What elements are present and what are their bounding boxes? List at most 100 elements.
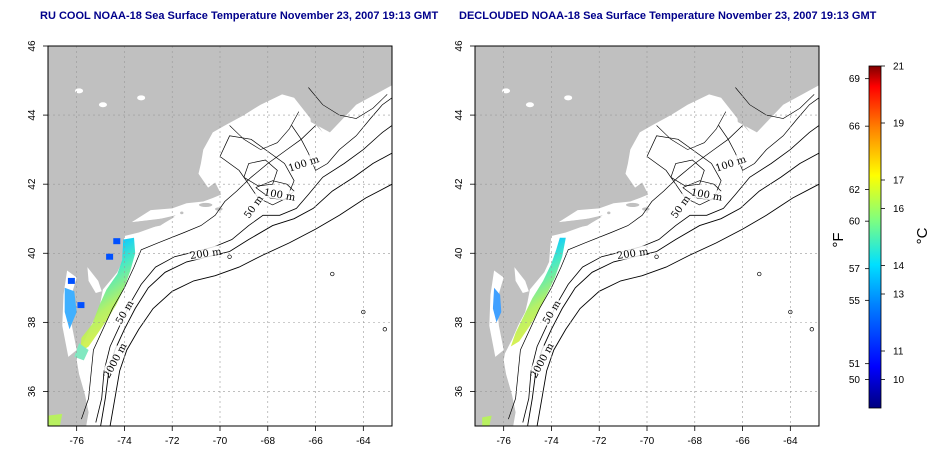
y-tick-label: 38 xyxy=(454,316,465,328)
contour-line xyxy=(508,125,743,420)
seamount-contour xyxy=(361,309,366,315)
celsius-tick-label: 13 xyxy=(893,290,905,301)
panel-title-declouded: DECLOUDED NOAA-18 Sea Surface Temperatur… xyxy=(459,10,877,22)
lat-lon-grid xyxy=(48,46,392,426)
sst-patch xyxy=(492,287,502,323)
fahrenheit-tick-label: 69 xyxy=(849,74,861,85)
x-tick-label: -72 xyxy=(592,436,607,447)
celsius-tick-label: 19 xyxy=(893,119,905,130)
lake xyxy=(525,102,534,108)
contour-line xyxy=(656,111,727,150)
sst-data-layer xyxy=(482,237,566,426)
lake xyxy=(564,95,573,101)
colorbar-gradient xyxy=(868,65,882,409)
fahrenheit-tick-label: 62 xyxy=(849,185,861,196)
lake xyxy=(98,102,107,108)
colorbar-ticks: 21 19 17 16 14 13 11 10 69 66 62 60 57 55 51 50 xyxy=(849,62,905,387)
sst-patch xyxy=(64,287,77,330)
fahrenheit-unit-label: °F xyxy=(830,232,847,247)
map-axes: -76 -74 -72 -70 -68 -66 -64 36 38 40 42 44 46 xyxy=(27,40,371,447)
contour-line xyxy=(229,111,300,150)
contour-label-bg xyxy=(265,186,295,202)
sst-patch xyxy=(74,343,89,361)
lake xyxy=(137,95,146,101)
y-tick-label: 46 xyxy=(454,40,465,52)
island xyxy=(625,202,640,207)
island xyxy=(180,211,184,215)
contour-label-bg xyxy=(103,345,126,376)
contour-line xyxy=(308,87,388,119)
contour-label-bg xyxy=(667,191,693,221)
celsius-unit-label: °C xyxy=(914,227,931,244)
x-tick-label: -66 xyxy=(308,436,323,447)
long-island xyxy=(125,215,176,233)
seamount-contour xyxy=(809,327,814,332)
seamount-contour xyxy=(227,254,232,259)
nova-scotia xyxy=(308,46,392,133)
delaware-bay xyxy=(514,267,529,293)
fahrenheit-tick-label: 50 xyxy=(849,375,861,386)
sst-cold-pixel xyxy=(77,302,85,309)
x-tick-label: -76 xyxy=(496,436,511,447)
y-tick-label: 44 xyxy=(454,109,465,121)
x-tick-label: -64 xyxy=(783,436,798,447)
x-tick-label: -70 xyxy=(640,436,655,447)
contour-label-bg xyxy=(617,245,648,261)
contour-line xyxy=(536,183,819,426)
sst-cold-pixel xyxy=(113,238,121,245)
contour-label-bg xyxy=(530,345,553,376)
island xyxy=(607,211,611,215)
island xyxy=(641,207,650,211)
contour-label-bg xyxy=(240,191,266,221)
x-tick-label: -68 xyxy=(688,436,703,447)
map-axes: -76 -74 -72 -70 -68 -66 -64 36 38 40 42 44 46 xyxy=(454,40,798,447)
contour-line xyxy=(735,87,815,119)
lake xyxy=(502,88,511,94)
contour-line xyxy=(718,97,819,171)
contour-label-bg xyxy=(692,186,722,202)
x-tick-label: -74 xyxy=(544,436,559,447)
sst-data-layer xyxy=(48,237,136,426)
celsius-tick-label: 17 xyxy=(893,176,905,187)
seamount-contour xyxy=(382,327,387,332)
x-tick-label: -74 xyxy=(117,436,132,447)
celsius-tick-label: 14 xyxy=(893,261,905,272)
y-tick-label: 44 xyxy=(27,109,38,121)
y-tick-label: 42 xyxy=(454,178,465,190)
contour-label: 200 m xyxy=(616,247,649,262)
contour-line xyxy=(219,135,295,206)
x-tick-label: -70 xyxy=(213,436,228,447)
long-island xyxy=(552,215,603,233)
contour-line xyxy=(291,97,392,171)
x-tick-label: -64 xyxy=(356,436,371,447)
sst-band xyxy=(80,237,136,352)
contour-line xyxy=(81,125,316,420)
sst-cold-pixel xyxy=(106,253,114,260)
seamount-contour xyxy=(654,254,659,259)
celsius-tick-label: 10 xyxy=(893,375,905,386)
contour-label: 200 m xyxy=(189,247,222,262)
coastline xyxy=(475,46,819,426)
seamount-contour xyxy=(330,271,335,277)
seamount-contour xyxy=(788,309,793,315)
celsius-tick-label: 21 xyxy=(893,62,905,73)
sst-patch xyxy=(48,413,63,426)
contour-label-bg xyxy=(112,296,136,327)
celsius-tick-label: 16 xyxy=(893,204,905,215)
lake xyxy=(75,88,84,94)
contour-line xyxy=(522,125,819,423)
panel-title-raw: RU COOL NOAA-18 Sea Surface Temperature … xyxy=(40,10,439,22)
contour-label-bg xyxy=(190,245,221,261)
y-tick-label: 36 xyxy=(27,385,38,397)
sst-patch xyxy=(482,415,492,426)
y-tick-label: 36 xyxy=(454,385,465,397)
x-tick-label: -76 xyxy=(69,436,84,447)
contour-line xyxy=(670,159,705,187)
temperature-colorbar: 21 19 17 16 14 13 11 10 69 66 62 60 57 55 51 50 °F °C xyxy=(830,62,931,409)
contour-line xyxy=(243,159,278,187)
y-tick-label: 40 xyxy=(454,247,465,259)
coastline xyxy=(48,46,392,426)
